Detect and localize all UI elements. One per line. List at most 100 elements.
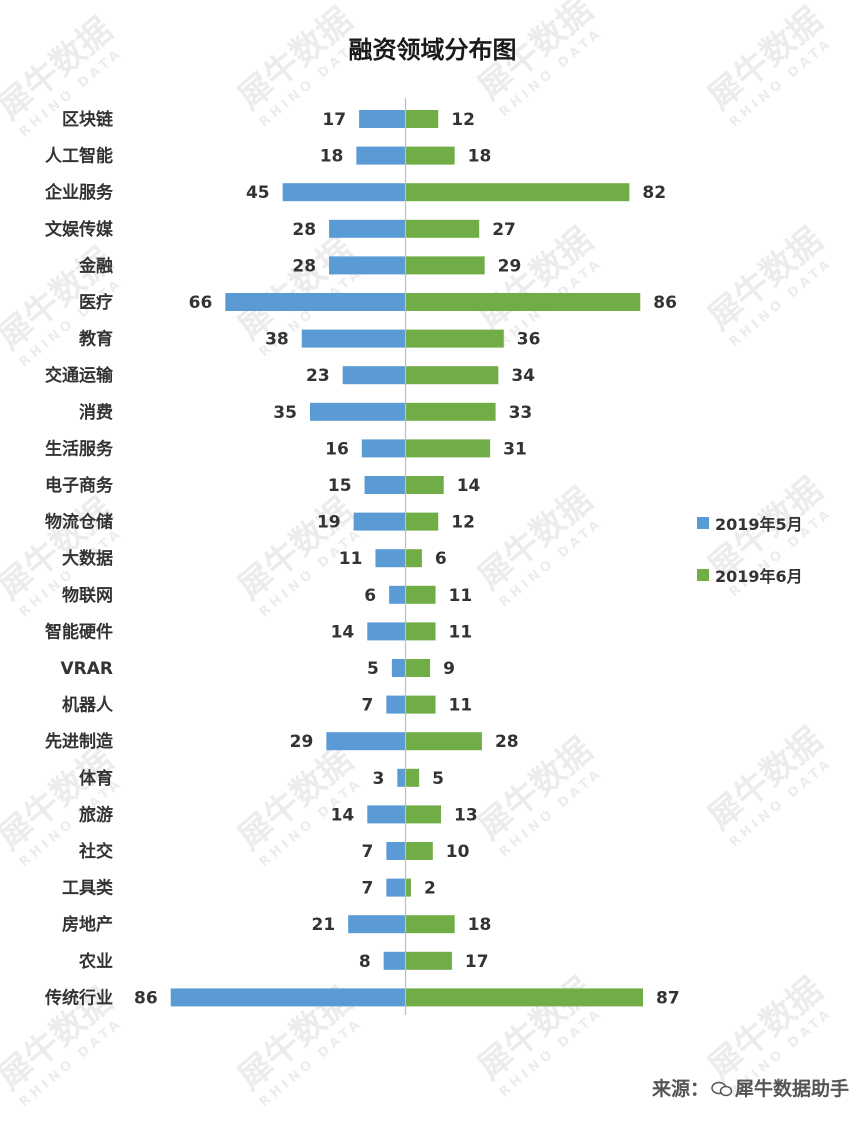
bar-may-row-22 [348, 915, 406, 934]
bar-june-row-14 [405, 622, 436, 641]
category-label-row-2: 企业服务 [44, 182, 114, 203]
category-label-row-3: 文娱传媒 [45, 219, 114, 240]
value-label-june-row-1: 18 [468, 147, 492, 167]
value-label-june-row-3: 27 [492, 220, 516, 240]
bar-june-row-19 [405, 805, 441, 824]
value-label-june-row-24: 87 [656, 988, 680, 1008]
category-label-row-17: 先进制造 [45, 731, 114, 752]
value-label-june-row-15: 9 [443, 659, 455, 679]
bar-june-row-5 [405, 293, 641, 311]
bar-may-row-15 [391, 659, 406, 677]
value-label-june-row-17: 28 [495, 732, 519, 752]
source-prefix: 来源： [652, 1078, 710, 1100]
bar-june-row-23 [405, 951, 452, 970]
bar-may-row-16 [386, 695, 406, 714]
value-label-may-row-18: 3 [372, 769, 384, 789]
bar-may-row-20 [386, 842, 406, 860]
value-label-may-row-15: 5 [367, 659, 379, 679]
bar-june-row-6 [405, 329, 504, 348]
value-label-june-row-19: 13 [454, 805, 478, 825]
category-label-row-21: 工具类 [62, 878, 114, 899]
value-label-june-row-12: 6 [435, 549, 447, 569]
wechat-icon [711, 1081, 733, 1097]
category-label-row-9: 生活服务 [45, 438, 114, 459]
category-label-row-8: 消费 [79, 402, 113, 423]
category-label-row-18: 体育 [79, 768, 113, 789]
value-label-june-row-2: 82 [642, 183, 666, 203]
bar-may-row-17 [326, 732, 406, 751]
value-label-june-row-23: 17 [465, 952, 489, 972]
category-label-row-19: 旅游 [79, 804, 113, 825]
value-label-may-row-10: 15 [328, 476, 352, 496]
chart-legend: 2019年5月 2019年6月 [697, 510, 803, 614]
value-label-may-row-14: 14 [331, 622, 355, 642]
value-label-may-row-5: 66 [189, 293, 213, 313]
bar-may-row-1 [356, 146, 406, 165]
value-label-may-row-6: 38 [265, 330, 289, 350]
bar-june-row-13 [405, 585, 436, 604]
legend-item-june: 2019年6月 [697, 562, 803, 588]
bar-may-row-6 [301, 329, 406, 348]
category-label-row-14: 智能硬件 [45, 621, 113, 642]
bar-may-row-18 [397, 768, 406, 787]
value-label-may-row-22: 21 [311, 915, 335, 935]
bar-may-row-4 [329, 256, 406, 275]
category-label-row-0: 区块链 [62, 109, 114, 130]
bar-may-row-8 [309, 402, 406, 421]
legend-swatch-may [697, 517, 709, 529]
bar-may-row-7 [342, 366, 406, 385]
bar-june-row-2 [405, 183, 630, 202]
value-label-june-row-8: 33 [509, 403, 533, 423]
bar-may-row-24 [170, 988, 406, 1007]
value-label-june-row-21: 2 [424, 879, 436, 899]
bar-may-row-10 [364, 476, 406, 494]
value-label-june-row-11: 12 [451, 513, 475, 533]
bar-june-row-9 [405, 439, 491, 458]
value-label-may-row-17: 29 [290, 732, 314, 752]
value-label-june-row-16: 11 [449, 696, 473, 716]
category-label-row-23: 农业 [78, 951, 113, 972]
value-label-may-row-9: 16 [325, 439, 349, 459]
value-label-june-row-7: 34 [511, 366, 535, 386]
bar-may-row-0 [359, 110, 406, 128]
category-label-row-16: 机器人 [62, 695, 114, 716]
category-label-row-13: 物联网 [62, 585, 113, 606]
bar-may-row-14 [367, 622, 406, 641]
value-label-may-row-8: 35 [273, 403, 297, 423]
value-label-june-row-10: 14 [457, 476, 481, 496]
value-label-june-row-4: 29 [498, 256, 522, 276]
bar-june-row-20 [405, 842, 433, 860]
value-label-may-row-0: 17 [322, 110, 346, 130]
value-label-may-row-7: 23 [306, 366, 330, 386]
category-label-row-20: 社交 [78, 841, 113, 862]
value-label-may-row-13: 6 [364, 586, 376, 606]
bar-june-row-18 [405, 768, 420, 787]
category-label-row-6: 教育 [78, 329, 113, 350]
category-label-row-4: 金融 [78, 255, 113, 276]
bar-june-row-22 [405, 915, 455, 934]
bar-may-row-9 [361, 439, 406, 458]
bar-june-row-17 [405, 732, 482, 751]
bar-may-row-12 [375, 549, 406, 568]
category-label-row-7: 交通运输 [45, 365, 114, 386]
category-label-row-24: 传统行业 [44, 987, 113, 1008]
category-label-row-5: 医疗 [79, 292, 113, 313]
value-label-may-row-4: 28 [292, 256, 316, 276]
bar-june-row-7 [405, 366, 499, 385]
bar-may-row-3 [329, 219, 406, 238]
bar-june-row-12 [405, 549, 422, 568]
value-label-may-row-1: 18 [320, 147, 344, 167]
value-label-may-row-16: 7 [362, 696, 374, 716]
bar-june-row-24 [405, 988, 644, 1007]
value-label-may-row-12: 11 [339, 549, 363, 569]
value-label-may-row-23: 8 [359, 952, 371, 972]
chart-title: 融资领域分布图 [348, 36, 517, 64]
category-label-row-1: 人工智能 [45, 146, 113, 167]
value-label-may-row-21: 7 [362, 879, 374, 899]
value-label-june-row-6: 36 [517, 330, 541, 350]
value-label-may-row-2: 45 [246, 183, 270, 203]
bar-june-row-16 [405, 695, 436, 714]
legend-label-may: 2019年5月 [715, 515, 803, 534]
bar-june-row-10 [405, 476, 444, 494]
